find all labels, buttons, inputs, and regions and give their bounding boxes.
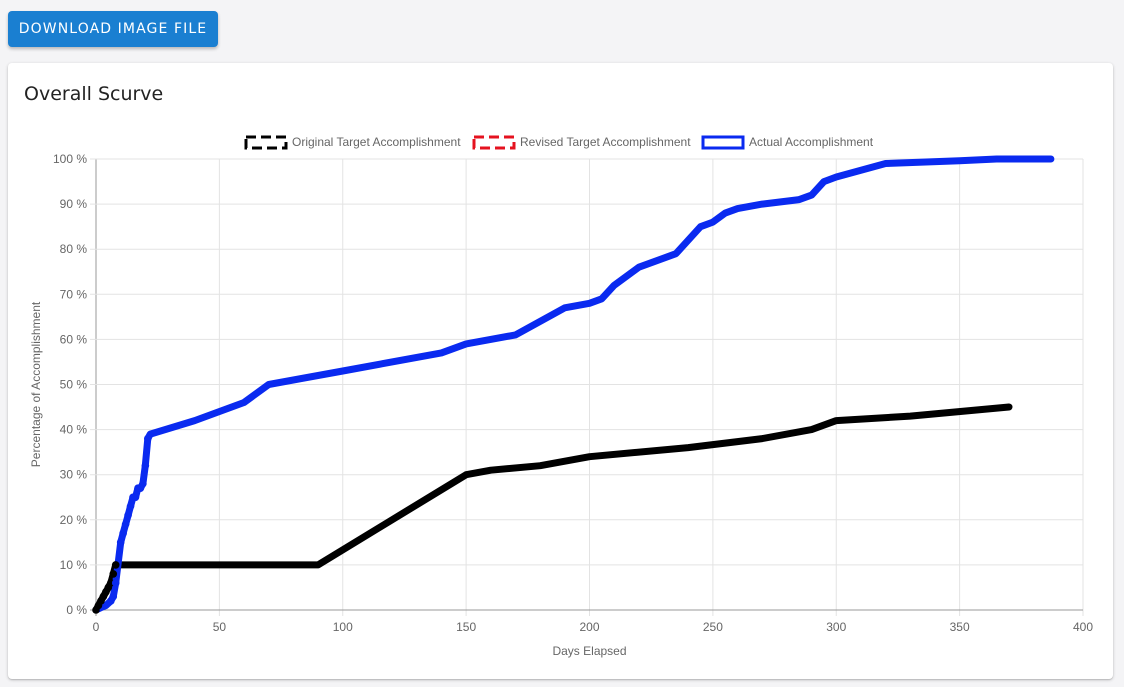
x-axis-title: Days Elapsed xyxy=(552,644,626,658)
y-tick-label: 90 % xyxy=(60,197,88,211)
y-tick-label: 60 % xyxy=(60,332,88,346)
data-point xyxy=(124,511,132,520)
x-tick-label: 100 xyxy=(333,620,353,634)
x-tick-label: 200 xyxy=(579,620,599,634)
data-point xyxy=(131,493,140,502)
y-tick-label: 40 % xyxy=(60,423,88,437)
data-point xyxy=(141,461,150,470)
scurve-chart: 0 50 100 150 200 250 300 350 400 0 % 10 % 20 % 30 % 4… xyxy=(29,135,1093,658)
card-title: Overall Scurve xyxy=(24,83,164,105)
data-point xyxy=(109,592,118,601)
y-axis-title: Percentage of Accomplishment xyxy=(29,301,43,467)
legend-label: Actual Accomplishment xyxy=(749,135,874,149)
data-point xyxy=(111,561,120,569)
y-tick-label: 0 % xyxy=(66,603,87,617)
y-tick-label: 10 % xyxy=(60,558,88,572)
y-tick-label: 80 % xyxy=(60,242,88,256)
data-point xyxy=(116,538,125,547)
x-tick-label: 150 xyxy=(456,620,476,634)
legend-swatch xyxy=(472,135,516,150)
legend-swatch xyxy=(244,135,288,150)
data-point xyxy=(139,479,147,488)
x-tick-label: 50 xyxy=(213,620,227,634)
y-tick-label: 20 % xyxy=(60,513,88,527)
data-point xyxy=(144,434,152,443)
data-point xyxy=(111,579,120,587)
legend-label: Revised Target Accomplishment xyxy=(520,135,691,149)
data-point xyxy=(126,502,135,511)
series-line xyxy=(92,403,1013,614)
y-tick-label: 50 % xyxy=(60,378,88,392)
data-point xyxy=(121,520,130,529)
x-tick-label: 250 xyxy=(703,620,723,634)
download-image-button[interactable]: DOWNLOAD IMAGE FILE xyxy=(8,11,218,47)
legend-swatch xyxy=(701,135,745,150)
scurve-card: Overall Scurve 0 50 100 150 200 250 300 350 400 0… xyxy=(8,63,1113,679)
x-tick-label: 350 xyxy=(950,620,970,634)
y-tick-label: 30 % xyxy=(60,468,88,482)
data-point xyxy=(119,529,127,538)
x-tick-label: 300 xyxy=(826,620,846,634)
x-tick-label: 0 xyxy=(93,620,100,634)
legend-label: Original Target Accomplishment xyxy=(292,135,461,149)
data-point xyxy=(109,570,118,578)
x-tick-label: 400 xyxy=(1073,620,1093,634)
y-tick-label: 100 % xyxy=(53,152,87,166)
y-tick-label: 70 % xyxy=(60,287,88,301)
